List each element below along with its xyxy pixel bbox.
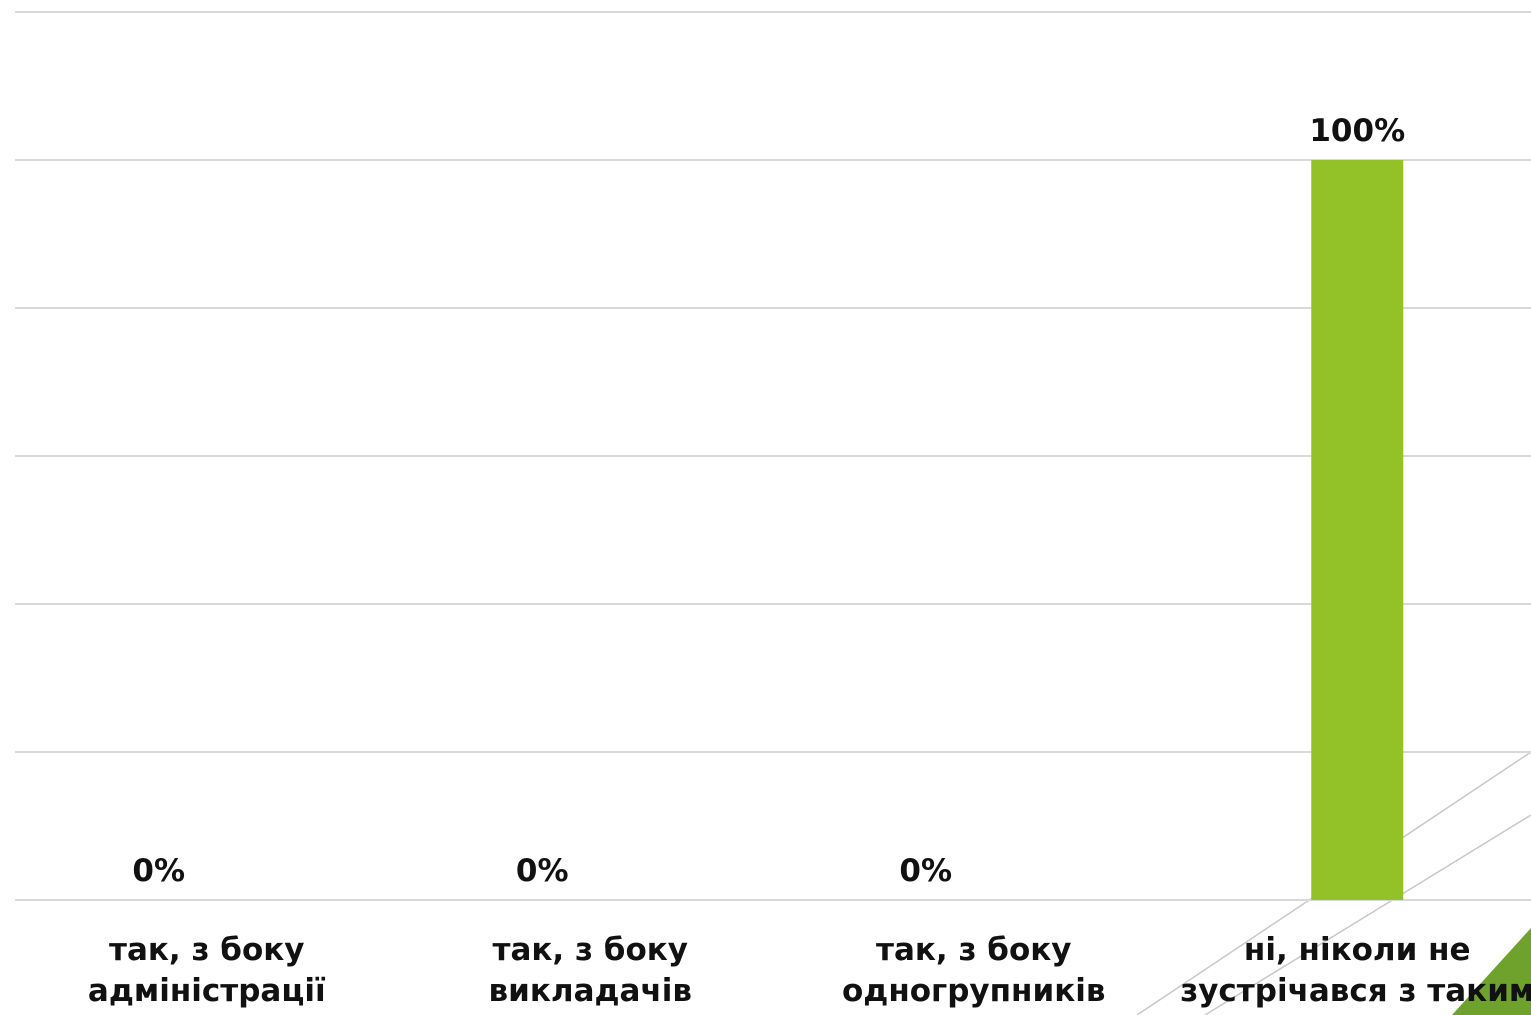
- data-label: 0%: [132, 853, 185, 889]
- decor-green-triangle: [1452, 928, 1531, 1015]
- category-labels: так, з боку адміністрації так, з боку викла…: [88, 932, 1531, 1009]
- decor-diagonal-line: [1204, 814, 1531, 1015]
- data-labels: 0% 0% 0% 100%: [132, 113, 1405, 889]
- category-label: ні, ніколи не зустрічався з таким: [1180, 932, 1531, 1009]
- bar: [1311, 160, 1404, 900]
- category-label: так, з боку одногрупників: [842, 932, 1106, 1009]
- data-label: 0%: [516, 853, 569, 889]
- category-label: так, з боку адміністрації: [88, 932, 326, 1009]
- data-label: 100%: [1309, 113, 1405, 149]
- data-label: 0%: [899, 853, 952, 889]
- category-label: так, з боку викладачів: [489, 932, 692, 1009]
- gridlines: [15, 11, 1531, 901]
- bars: [1311, 160, 1404, 900]
